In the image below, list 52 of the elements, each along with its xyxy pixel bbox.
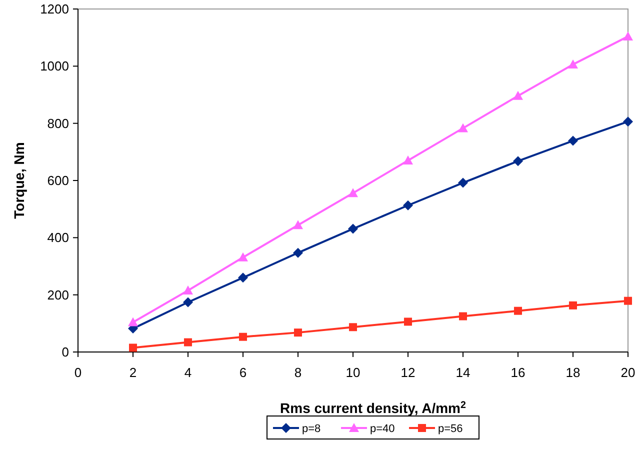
legend-label: p=40 (370, 422, 395, 435)
point (568, 136, 578, 146)
point (348, 224, 358, 234)
x-axis-title: Rms current density, A/mm$^{2}$ (280, 400, 467, 416)
x-tick-label: 0 (74, 365, 82, 380)
point (569, 301, 577, 310)
x-tick-label: 12 (400, 365, 416, 380)
y-tick-label: 0 (62, 344, 69, 360)
x-tick-label: 10 (346, 365, 360, 380)
y-tick-label: 1000 (40, 58, 69, 74)
point (238, 252, 248, 262)
point (183, 286, 193, 295)
point (623, 116, 633, 127)
y-axis-title: Torque, Nm (11, 142, 27, 219)
legend-label: p=56 (438, 422, 463, 435)
x-tick-label: 20 (620, 365, 636, 380)
point (513, 90, 523, 100)
point (238, 272, 248, 283)
y-tick-label: 600 (47, 173, 69, 188)
x-tick-label: 18 (566, 365, 580, 380)
legend-label: p=8 (302, 422, 321, 435)
x-tick-label: 6 (239, 365, 247, 380)
point (458, 123, 468, 132)
point (183, 297, 193, 308)
point (349, 323, 357, 332)
x-tick-label: 14 (456, 365, 470, 380)
point (239, 332, 247, 341)
point (294, 328, 302, 337)
x-tick-label: 8 (294, 365, 302, 380)
x-tick-label: 16 (510, 365, 526, 380)
point (403, 155, 413, 164)
point (293, 220, 303, 230)
y-tick-label: 1200 (40, 2, 69, 17)
y-tick-label: 800 (47, 116, 69, 131)
point (623, 31, 633, 40)
point (459, 312, 467, 320)
point (458, 178, 468, 188)
x-tick-label: 4 (184, 365, 192, 380)
point (128, 317, 138, 326)
point (293, 248, 303, 258)
point (514, 306, 522, 315)
x-tick-label: 2 (129, 365, 137, 380)
point (404, 318, 412, 326)
y-tick-label: 400 (47, 230, 69, 246)
point (624, 296, 632, 305)
point (568, 59, 578, 68)
point (184, 338, 192, 346)
point (129, 344, 137, 352)
point (348, 188, 358, 198)
y-tick-label: 200 (47, 287, 69, 302)
point (403, 200, 413, 210)
point (513, 156, 523, 166)
